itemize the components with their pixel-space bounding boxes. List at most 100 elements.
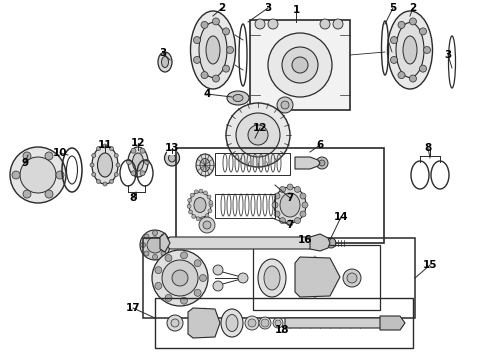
Text: 1: 1 bbox=[293, 5, 299, 15]
Ellipse shape bbox=[388, 11, 433, 89]
Circle shape bbox=[131, 171, 136, 176]
Circle shape bbox=[189, 210, 193, 214]
Circle shape bbox=[236, 113, 280, 157]
Ellipse shape bbox=[165, 150, 179, 166]
Polygon shape bbox=[165, 237, 315, 249]
Circle shape bbox=[103, 182, 107, 186]
Circle shape bbox=[194, 57, 200, 63]
Circle shape bbox=[208, 209, 212, 213]
Circle shape bbox=[294, 217, 300, 224]
Circle shape bbox=[23, 152, 31, 160]
Circle shape bbox=[410, 18, 416, 25]
Ellipse shape bbox=[199, 22, 227, 77]
Ellipse shape bbox=[226, 315, 238, 332]
Ellipse shape bbox=[264, 266, 280, 290]
Circle shape bbox=[165, 255, 172, 262]
Circle shape bbox=[190, 193, 194, 197]
Circle shape bbox=[172, 270, 188, 286]
Circle shape bbox=[180, 297, 188, 304]
Circle shape bbox=[410, 75, 416, 82]
Circle shape bbox=[92, 172, 96, 176]
Circle shape bbox=[419, 28, 426, 35]
Ellipse shape bbox=[280, 193, 300, 217]
Circle shape bbox=[238, 273, 248, 283]
Circle shape bbox=[279, 217, 286, 224]
Text: 18: 18 bbox=[275, 325, 289, 335]
Text: 3: 3 bbox=[265, 3, 271, 13]
Ellipse shape bbox=[221, 309, 243, 337]
Ellipse shape bbox=[258, 259, 286, 297]
Circle shape bbox=[109, 179, 114, 184]
Circle shape bbox=[140, 148, 145, 153]
Circle shape bbox=[279, 186, 286, 192]
Circle shape bbox=[12, 171, 20, 179]
Circle shape bbox=[274, 211, 280, 217]
Circle shape bbox=[255, 19, 265, 29]
Circle shape bbox=[103, 144, 107, 148]
Circle shape bbox=[126, 159, 131, 165]
Circle shape bbox=[245, 316, 259, 330]
Circle shape bbox=[147, 237, 163, 253]
Circle shape bbox=[205, 214, 209, 218]
Text: 4: 4 bbox=[203, 89, 211, 99]
Circle shape bbox=[287, 184, 293, 190]
Circle shape bbox=[333, 19, 343, 29]
Circle shape bbox=[109, 147, 114, 150]
Polygon shape bbox=[295, 257, 340, 297]
Circle shape bbox=[226, 46, 234, 54]
Circle shape bbox=[92, 153, 96, 158]
Ellipse shape bbox=[128, 147, 148, 177]
Circle shape bbox=[152, 230, 157, 235]
Circle shape bbox=[187, 204, 191, 208]
Polygon shape bbox=[380, 316, 405, 330]
Text: 8: 8 bbox=[129, 193, 137, 203]
Circle shape bbox=[222, 28, 229, 35]
Ellipse shape bbox=[189, 192, 211, 218]
Circle shape bbox=[194, 190, 198, 194]
Text: 16: 16 bbox=[298, 235, 312, 245]
Text: 2: 2 bbox=[219, 3, 225, 13]
Text: 14: 14 bbox=[334, 212, 348, 222]
Circle shape bbox=[326, 238, 336, 248]
Circle shape bbox=[45, 190, 53, 198]
Circle shape bbox=[180, 252, 188, 259]
Circle shape bbox=[268, 19, 278, 29]
Circle shape bbox=[213, 75, 220, 82]
Circle shape bbox=[192, 215, 196, 219]
Text: 12: 12 bbox=[131, 138, 145, 148]
Ellipse shape bbox=[227, 91, 249, 105]
Circle shape bbox=[165, 243, 170, 248]
Text: 15: 15 bbox=[423, 260, 437, 270]
Polygon shape bbox=[295, 157, 320, 169]
Ellipse shape bbox=[132, 153, 144, 171]
Circle shape bbox=[391, 57, 397, 63]
Text: 3: 3 bbox=[444, 50, 452, 60]
Circle shape bbox=[207, 195, 211, 199]
Ellipse shape bbox=[194, 198, 206, 212]
Circle shape bbox=[199, 217, 215, 233]
Circle shape bbox=[199, 274, 206, 282]
Text: 3: 3 bbox=[159, 48, 167, 58]
Circle shape bbox=[209, 203, 213, 207]
Text: 6: 6 bbox=[317, 140, 323, 150]
Text: 12: 12 bbox=[253, 123, 267, 133]
Text: 9: 9 bbox=[22, 158, 28, 168]
Circle shape bbox=[152, 250, 208, 306]
Ellipse shape bbox=[162, 57, 169, 68]
Polygon shape bbox=[285, 318, 390, 328]
Circle shape bbox=[152, 255, 157, 260]
Bar bbox=[176, 148, 384, 243]
Circle shape bbox=[116, 163, 120, 167]
Circle shape bbox=[213, 265, 223, 275]
Circle shape bbox=[398, 21, 405, 28]
Circle shape bbox=[171, 319, 179, 327]
Circle shape bbox=[144, 251, 149, 256]
Text: 7: 7 bbox=[286, 220, 294, 230]
Circle shape bbox=[209, 201, 213, 204]
Circle shape bbox=[277, 97, 293, 113]
Bar bbox=[253, 245, 380, 310]
Bar bbox=[167, 150, 177, 155]
Circle shape bbox=[201, 72, 208, 78]
Ellipse shape bbox=[158, 52, 172, 72]
Circle shape bbox=[398, 72, 405, 78]
